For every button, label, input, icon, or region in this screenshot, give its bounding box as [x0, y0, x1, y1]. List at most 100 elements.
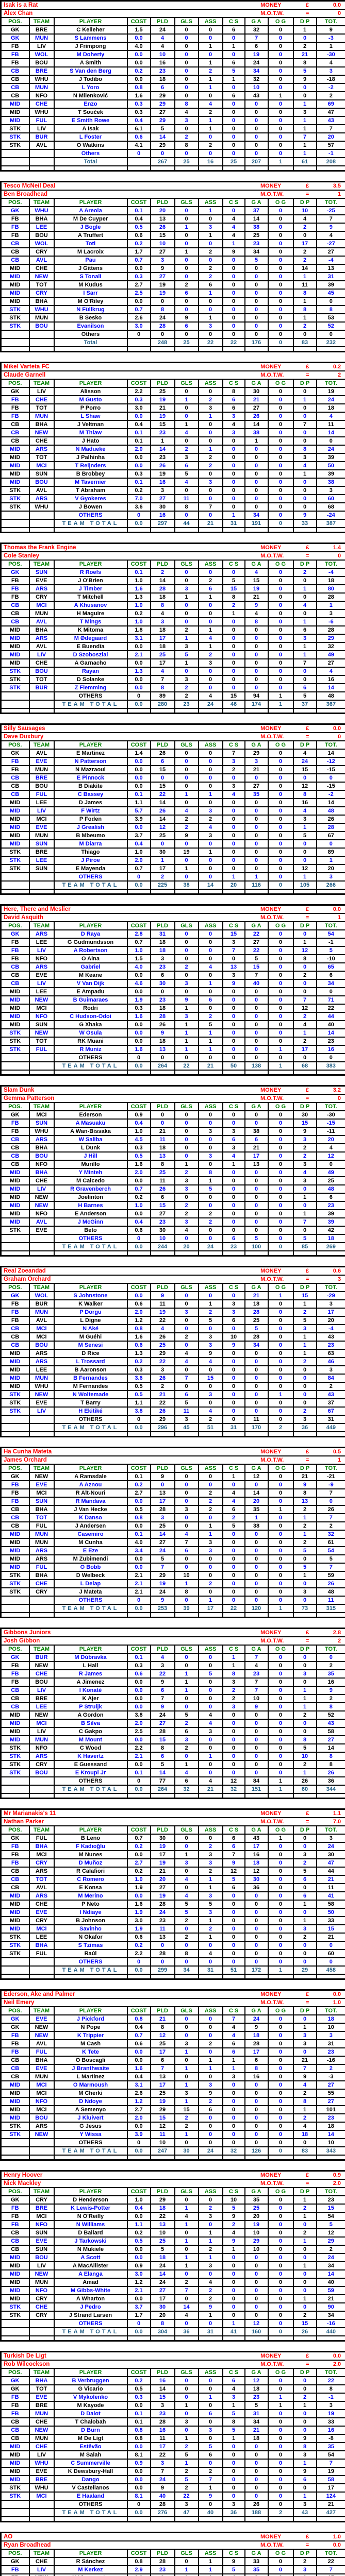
col-header-gls: GLS [174, 1102, 199, 1111]
cs-cell: 0 [222, 280, 245, 290]
pos-cell: FB [0, 2573, 30, 2576]
col-header-player: PLAYER [53, 2549, 128, 2558]
stub-cell [0, 2155, 30, 2160]
col-header-pos: POS. [0, 17, 30, 26]
team-header: Ha Cunha Mateta MONEY £0.5 [1, 1447, 345, 1456]
player-cell: M Diarra [53, 839, 128, 849]
gls-cell: 32 [174, 1785, 199, 1794]
dp-cell: 0 [292, 330, 317, 339]
team-cell: WHU [28, 2459, 55, 2468]
team-cell: LIV [28, 42, 55, 51]
player-cell: Casemiro [53, 1530, 128, 1539]
cost-cell: 0.0 [126, 2253, 151, 2262]
col-header-team: TEAM [28, 1464, 55, 1473]
ass-cell: 0 [198, 2384, 223, 2394]
cs-cell: 6 [222, 25, 245, 35]
player-row: MID NFO D Ndoye 1.2 19 1 2 0 0 0 8 27 [0, 2097, 345, 2106]
og-cell: 1 [267, 1776, 294, 1786]
pos-cell: GK [0, 387, 30, 396]
col-header-pld: PLD [150, 1464, 175, 1473]
ass-cell: 1 [198, 1037, 223, 1046]
col-header-gls: GLS [174, 1283, 199, 1292]
pos-cell: MID [0, 2113, 30, 2123]
cs-cell: 31 [222, 519, 245, 528]
tot-cell: -9 [316, 1480, 345, 1489]
col-header-team: TEAM [28, 198, 55, 207]
pld-cell: 26 [150, 1184, 175, 1194]
cs-cell: 0 [222, 469, 245, 479]
ga-cell: 24 [244, 58, 269, 67]
cs-cell: 32 [222, 1785, 245, 1794]
og-cell: 0 [267, 938, 294, 947]
pos-cell: CB [0, 2236, 30, 2246]
gls-cell: 2 [174, 962, 199, 972]
stub-cell [292, 2516, 317, 2522]
cs-cell: 1 [222, 1472, 245, 1481]
player-cell: TEAM TOTAL [53, 1242, 128, 1251]
ga-cell: 0 [244, 1357, 269, 1366]
team-header: Slam Dunk MONEY £3.2 [1, 1085, 345, 1095]
pos-cell: CB [0, 773, 30, 783]
col-header-og: O G [267, 2549, 294, 2558]
og-cell: 0 [267, 634, 294, 643]
cost-cell: 0.0 [126, 1020, 151, 1029]
player-cell: K Tete [53, 2047, 128, 2057]
player-cell: M Doherty [53, 50, 128, 59]
player-cell: E Ampadu [53, 987, 128, 996]
tot-cell: 14 [316, 2269, 345, 2279]
pos-cell: FB [0, 2047, 30, 2057]
player-cell: L Digne [53, 1316, 128, 1325]
ga-cell: 0 [244, 132, 269, 142]
stub-cell [126, 708, 151, 714]
col-header-og: O G [267, 1645, 294, 1654]
ga-cell: 172 [244, 1965, 269, 1975]
og-cell: 0 [267, 403, 294, 413]
player-row: MID MUN B Mbeumo 3.7 25 9 3 0 0 0 5 67 [0, 831, 345, 840]
tot-cell: 2 [316, 1661, 345, 1670]
ass-cell: 0 [198, 568, 223, 577]
tot-cell: 367 [316, 700, 345, 709]
tot-cell: 8 [316, 2384, 345, 2394]
money-value: 0.0 [333, 2, 341, 8]
og-cell: 0 [267, 2138, 294, 2147]
equals-symbol: = [305, 553, 309, 559]
cost-cell: 2.1 [126, 1571, 151, 1580]
tot-cell: 26 [316, 1768, 345, 1777]
ga-cell: 12 [244, 2319, 269, 2328]
cs-cell: 0 [222, 1908, 245, 1917]
motw-value: 0 [337, 734, 341, 740]
cost-cell: 0.3 [126, 2393, 151, 2402]
cs-cell: 0 [222, 313, 245, 323]
equals-symbol: = [305, 914, 309, 921]
player-cell: V Gyokeres [53, 494, 128, 503]
player-row: FB EVE J O'Brien 1.0 14 0 2 5 15 0 0 18 [0, 576, 345, 585]
stub-cell [267, 1431, 294, 1437]
gls-cell: 19 [174, 848, 199, 857]
og-cell: 0 [267, 2212, 294, 2221]
player-cell: N Patterson [53, 757, 128, 766]
player-row: MID ARS D Rice 1.3 29 4 9 0 0 0 1 63 [0, 1349, 345, 1358]
ass-cell: 1 [198, 2557, 223, 2566]
dp-cell: 3 [292, 815, 317, 824]
og-cell: 0 [267, 683, 294, 692]
stub-cell [198, 1070, 223, 1075]
pld-cell: 6 [150, 83, 175, 92]
gls-cell: 0 [174, 2228, 199, 2238]
money-value: 3.5 [333, 183, 341, 189]
tot-cell: -29 [316, 1291, 345, 1300]
ga-cell: 27 [244, 938, 269, 947]
og-cell: 0 [267, 461, 294, 470]
ga-cell: 27 [244, 782, 269, 791]
cost-cell: 3.0 [126, 321, 151, 331]
gls-cell: 0 [174, 1053, 199, 1062]
dp-cell: 0 [292, 412, 317, 421]
tot-cell: 23 [316, 2047, 345, 2057]
dp-cell: 6 [292, 625, 317, 635]
player-cell: Rodri [53, 1004, 128, 1013]
pld-cell: 24 [150, 25, 175, 35]
og-cell: 0 [267, 1217, 294, 1227]
tot-cell: 14 [316, 1028, 345, 1038]
pos-cell: GK [0, 25, 30, 35]
og-cell: 0 [267, 568, 294, 577]
pld-cell: 6 [150, 1752, 175, 1761]
